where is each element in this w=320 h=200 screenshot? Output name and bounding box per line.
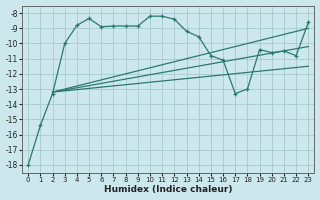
- X-axis label: Humidex (Indice chaleur): Humidex (Indice chaleur): [104, 185, 233, 194]
